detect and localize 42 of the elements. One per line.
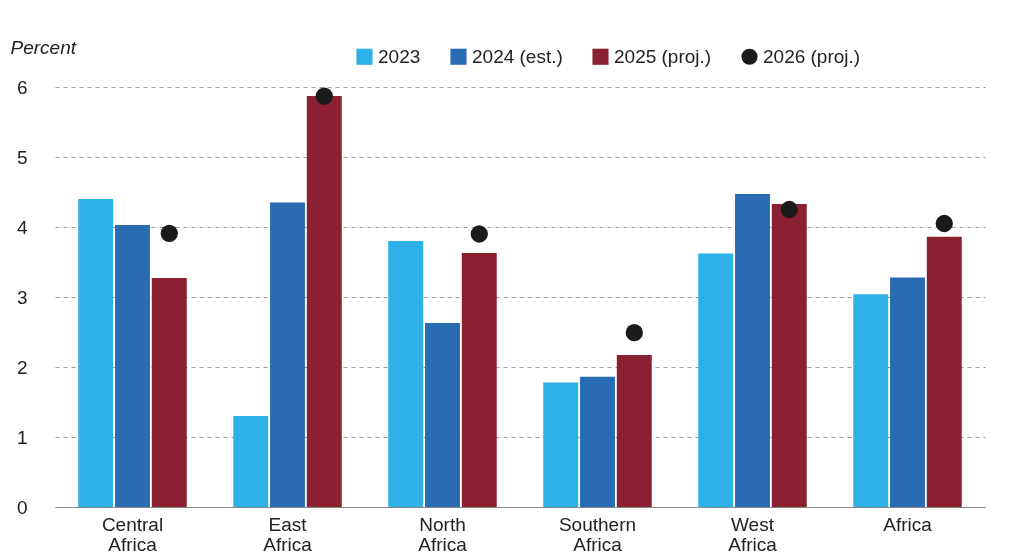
y-tick-label: 2 xyxy=(16,356,28,378)
legend-label: 2026 (proj.) xyxy=(763,45,861,67)
x-tick-label: Central Africa xyxy=(101,513,164,555)
bar xyxy=(580,376,615,507)
bar xyxy=(853,294,889,507)
bar xyxy=(425,322,460,507)
bar xyxy=(890,277,925,507)
y-tick-label: 0 xyxy=(16,496,28,518)
bar xyxy=(233,416,269,507)
legend-label: 2025 (proj.) xyxy=(614,45,712,67)
point xyxy=(160,224,178,242)
bar xyxy=(306,96,342,507)
bar xyxy=(771,203,807,507)
point xyxy=(625,324,643,342)
bar xyxy=(388,241,424,507)
y-tick-label: 5 xyxy=(16,146,28,168)
y-axis-title: Percent xyxy=(10,36,77,58)
y-tick-label: 3 xyxy=(16,286,28,308)
bar xyxy=(698,253,734,507)
x-tick-label: West Africa xyxy=(728,513,778,555)
bar xyxy=(543,382,579,507)
x-tick-label: Southern Africa xyxy=(558,513,637,555)
point xyxy=(315,87,333,105)
x-tick-label: East Africa xyxy=(263,513,313,555)
point xyxy=(780,200,798,219)
bar xyxy=(616,355,652,507)
legend-label: 2024 (est.) xyxy=(472,45,563,67)
x-tick-label: Africa xyxy=(883,513,933,535)
bar xyxy=(461,252,497,507)
bar xyxy=(115,224,150,507)
bar xyxy=(270,202,305,507)
point xyxy=(935,214,953,233)
y-tick-label: 4 xyxy=(16,216,28,238)
x-tick-label: North Africa xyxy=(418,513,468,555)
bar xyxy=(78,199,114,507)
legend-label: 2023 xyxy=(378,45,421,67)
bar xyxy=(735,194,770,507)
bar xyxy=(926,236,962,507)
y-tick-label: 6 xyxy=(16,76,28,98)
point xyxy=(470,225,488,243)
bar xyxy=(151,278,187,507)
y-tick-label: 1 xyxy=(16,426,28,448)
